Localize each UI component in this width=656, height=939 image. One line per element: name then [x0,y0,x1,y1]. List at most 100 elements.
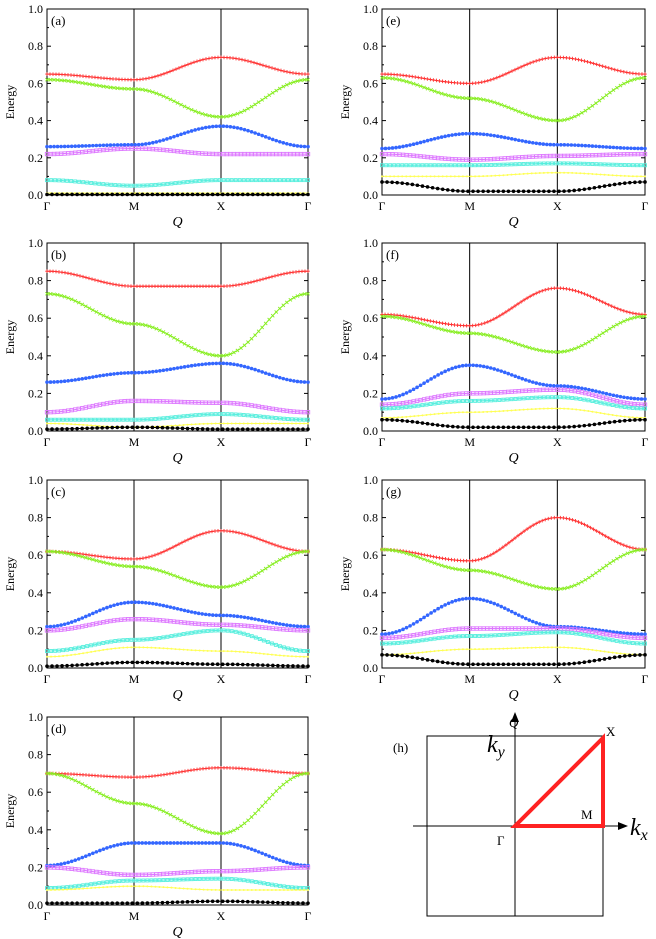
data-point [269,641,274,646]
data-point [292,862,296,866]
data-point [214,831,219,836]
data-point [198,532,202,537]
data-point [380,632,384,636]
data-point [234,283,238,287]
data-point [565,348,570,353]
y-tick-label: 0.8 [28,39,43,53]
data-point [200,362,204,367]
data-point [126,371,130,375]
data-point [246,281,250,285]
data-point [446,367,451,372]
data-point [115,901,120,905]
data-point [140,370,145,375]
data-point [94,558,99,563]
data-point [250,888,253,891]
data-point [207,841,212,845]
data-point [264,64,268,68]
data-point [471,596,475,601]
data-point [93,881,98,886]
data-point [302,771,307,776]
data-point [518,647,521,650]
data-point [175,101,180,105]
data-point [582,397,587,402]
data-point [567,407,570,410]
data-point [436,373,440,377]
data-point [230,650,233,653]
y-tick-label: 0.0 [363,424,378,438]
data-point [246,616,250,620]
data-point [299,78,303,83]
data-point [509,632,514,637]
data-point [432,561,437,566]
data-point [435,423,440,427]
data-point [49,649,53,653]
data-point [619,415,622,418]
data-point [547,189,551,194]
data-point [98,848,102,853]
data-point [253,333,258,338]
data-point [282,545,286,550]
data-point [242,844,247,849]
data-point [397,175,400,178]
data-point [242,127,247,132]
data-point [449,411,452,414]
data-point [256,329,261,334]
data-point [249,847,254,851]
data-point [299,380,303,384]
y-tick-label: 0.0 [28,661,43,675]
data-point [281,782,286,787]
data-point [455,323,460,327]
data-point [622,81,626,86]
data-point [256,368,261,373]
data-point [461,189,465,193]
data-point [257,880,262,885]
data-point [228,841,233,846]
data-point [572,114,577,119]
data-point [235,363,240,367]
data-point [413,652,416,655]
data-point [422,381,426,385]
data-point [66,775,71,780]
data-point [172,573,176,578]
data-point [411,553,416,558]
data-point [628,653,632,658]
data-point [119,563,123,568]
data-point [277,858,282,862]
data-point [526,408,529,411]
data-point [218,361,222,366]
series-purple [44,146,311,157]
series-line-green [381,77,646,122]
data-point [481,398,486,403]
data-point [541,142,546,146]
x-tick-label: M [129,909,140,923]
data-point [471,131,475,136]
data-point [175,192,180,197]
data-point [46,888,48,891]
data-point [569,347,574,352]
data-point [221,412,226,417]
data-point [66,551,71,556]
data-point [513,304,517,308]
data-point [166,886,169,889]
data-point [206,888,209,891]
data-point [154,806,159,811]
data-point [306,178,310,183]
data-point [597,298,602,303]
data-point [169,415,174,420]
data-point [94,424,97,427]
data-point [467,323,472,328]
data-point [634,641,639,646]
data-point [615,306,620,311]
data-point [614,403,619,408]
data-point [235,843,240,847]
data-point [258,888,261,891]
data-point [425,379,430,383]
data-point [173,415,178,420]
data-point [256,807,261,812]
data-point [470,323,475,328]
data-point [90,82,95,87]
data-point [276,663,280,668]
data-point [76,80,81,85]
data-point [69,79,74,84]
series-purple [44,865,311,878]
